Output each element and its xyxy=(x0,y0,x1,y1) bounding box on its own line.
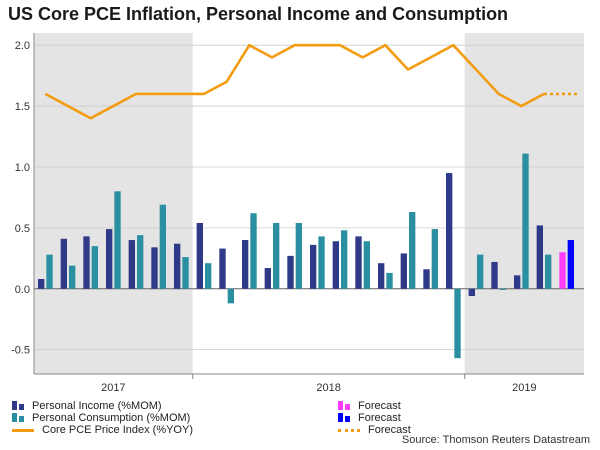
legend-income-label: Personal Income (%MOM) xyxy=(32,400,162,412)
bar-income xyxy=(151,247,158,289)
bar-consumption xyxy=(522,153,529,289)
bar-consumption xyxy=(318,236,325,289)
y-tick-label: 1.0 xyxy=(15,162,30,174)
bar-income xyxy=(173,243,181,289)
bar-income xyxy=(196,222,203,289)
bar-income xyxy=(536,225,543,289)
bar-income xyxy=(287,255,294,289)
bar-consumption xyxy=(69,265,76,289)
legend-forecast-pce-swatch xyxy=(338,428,360,432)
legend-pce: Core PCE Price Index (%YOY) xyxy=(12,424,193,436)
source-note: Source: Thomson Reuters Datastream xyxy=(401,434,590,446)
bar-consumption xyxy=(545,254,552,289)
bar-income xyxy=(423,269,430,289)
legend-pce-swatch xyxy=(12,428,34,432)
year-label: 2017 xyxy=(101,382,125,394)
legend-forecast-pce-label: Forecast xyxy=(368,424,411,436)
bar-consumption xyxy=(91,246,99,289)
legend-forecast-income: Forecast xyxy=(338,400,401,412)
bar-consumption xyxy=(273,222,280,289)
legend-forecast-income-label: Forecast xyxy=(358,400,401,412)
y-tick-label: 0.0 xyxy=(15,284,30,296)
bar-consumption xyxy=(182,257,189,289)
y-tick-label: 1.5 xyxy=(15,101,30,113)
bar-income xyxy=(491,261,498,289)
bar-income xyxy=(468,288,475,297)
legend-forecast-consumption-swatch xyxy=(338,412,352,424)
legend-forecast-pce: Forecast xyxy=(338,424,411,436)
bar-consumption xyxy=(431,229,439,289)
bar-income xyxy=(105,229,113,289)
y-tick-label: 2.0 xyxy=(15,40,30,52)
bar-consumption xyxy=(205,263,212,289)
bar-income xyxy=(264,268,271,289)
bar-income xyxy=(37,279,45,289)
bar-consumption xyxy=(409,212,416,289)
bar-consumption xyxy=(114,191,121,289)
bar-consumption xyxy=(341,230,348,289)
bar-income xyxy=(241,240,249,289)
legend-pce-label: Core PCE Price Index (%YOY) xyxy=(42,424,193,436)
shade-2017 xyxy=(34,33,193,374)
bar-income xyxy=(355,236,362,289)
bar-income xyxy=(445,173,453,289)
bar-consumption xyxy=(250,213,257,289)
year-label: 2018 xyxy=(316,382,340,394)
bar-income xyxy=(332,241,339,289)
legend-forecast-income-swatch xyxy=(338,400,352,412)
bar-consumption xyxy=(137,235,144,289)
bar-consumption xyxy=(499,288,507,290)
y-tick-label: -0.5 xyxy=(11,345,30,357)
bar-income xyxy=(219,248,226,289)
bar-income xyxy=(60,238,67,289)
bar-consumption xyxy=(454,288,461,359)
legend-income-swatch xyxy=(12,400,26,412)
bar-consumption xyxy=(386,272,393,289)
bar-consumption xyxy=(159,204,167,289)
legend-consumption: Personal Consumption (%MOM) xyxy=(12,412,190,424)
chart-plot: -0.5 0.0 0.5 1.0 1.5 2.0 2017 2018 2019 xyxy=(11,33,584,394)
legend-consumption-label: Personal Consumption (%MOM) xyxy=(32,412,191,424)
chart-title: US Core PCE Inflation, Personal Income a… xyxy=(8,4,509,24)
bar-consumption xyxy=(46,254,53,289)
bar-forecast-income xyxy=(559,252,566,289)
bar-consumption xyxy=(363,241,371,289)
y-tick-label: 0.5 xyxy=(15,223,30,235)
legend-forecast-consumption: Forecast xyxy=(338,412,401,424)
legend-income: Personal Income (%MOM) xyxy=(12,400,162,412)
legend-consumption-swatch xyxy=(12,412,26,424)
bar-income xyxy=(400,253,407,289)
bar-income xyxy=(83,236,90,289)
bar-consumption xyxy=(295,222,303,289)
bar-consumption xyxy=(227,288,235,304)
bar-income xyxy=(309,244,317,289)
bar-income xyxy=(128,240,135,289)
legend-forecast-consumption-label: Forecast xyxy=(358,412,401,424)
bar-forecast-consumption xyxy=(567,240,575,289)
bar-income xyxy=(513,275,521,289)
bar-income xyxy=(377,263,385,289)
bar-consumption xyxy=(477,254,484,289)
year-label: 2019 xyxy=(512,382,536,394)
